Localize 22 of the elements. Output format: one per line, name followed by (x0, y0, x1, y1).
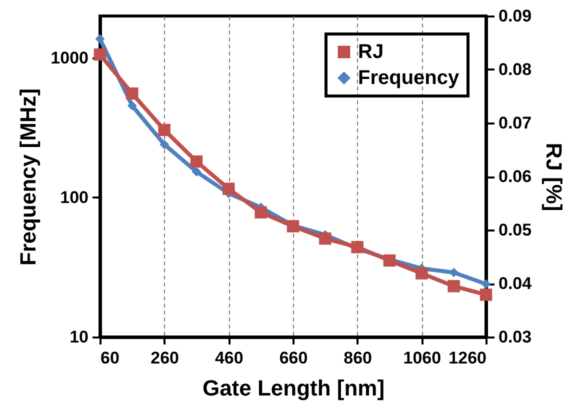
x-tick-label: 60 (100, 348, 120, 368)
y-tick-label: 100 (60, 188, 88, 207)
x-tick-label: 460 (214, 348, 244, 368)
legend-label: RJ (358, 41, 384, 63)
x-tick-label: 860 (344, 348, 372, 368)
y2-tick-label: 0.03 (498, 328, 532, 346)
y2-tick-label: 0.07 (498, 114, 532, 132)
x-tick-label: 1060 (403, 348, 442, 368)
x-axis-title: Gate Length [nm] (202, 376, 385, 400)
y2-tick-label: 0.08 (498, 60, 532, 79)
x-tick-label: 260 (150, 348, 180, 368)
y2-tick-label: 0.06 (498, 167, 532, 186)
x-tick-label: 1260 (448, 348, 486, 368)
y2-axis-title: RJ [%] (542, 142, 567, 212)
legend-label: Frequency (358, 67, 460, 89)
y-tick-label: 10 (70, 328, 88, 346)
y-axis-title: Frequency [MHz] (16, 88, 41, 266)
y-tick-label: 1000 (50, 48, 88, 68)
y2-tick-label: 0.04 (498, 274, 532, 293)
x-tick-label: 660 (279, 348, 308, 368)
y2-tick-label: 0.05 (498, 220, 532, 240)
y2-tick-label: 0.09 (498, 6, 532, 26)
